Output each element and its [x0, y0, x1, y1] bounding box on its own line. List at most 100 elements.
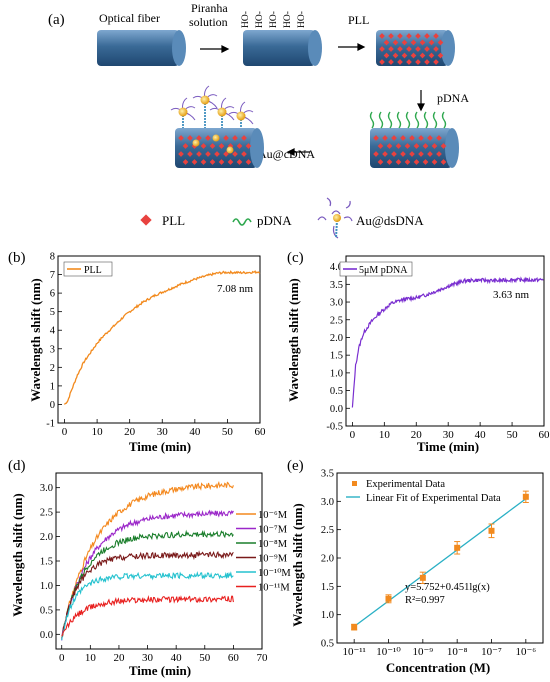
pll-marker	[200, 159, 207, 165]
y-tick-label: 1.5	[321, 582, 334, 593]
gold-dsdna-fiber	[170, 85, 264, 168]
chart-c-plot: 0 10 20 30 40 50 60 -0.5 0.0 0.5 1.0 1.5 2.0 2.5 3.0 3.…	[326, 255, 550, 441]
y-tick-label: 0.5	[321, 639, 334, 650]
dna-strand	[192, 85, 218, 109]
x-tick-label: 30	[142, 652, 154, 664]
pll-marker	[400, 151, 406, 157]
x-tick-label: 10⁻¹¹	[342, 646, 365, 658]
dna-strand	[228, 101, 254, 125]
hydroxyl-label: HO-	[297, 11, 307, 28]
legend-label: 10⁻⁶M	[258, 510, 288, 521]
y-tick-label: 3	[50, 344, 55, 355]
pll-marker	[386, 143, 393, 149]
pll-marker	[377, 159, 384, 165]
piranha-label-line2: solution	[189, 15, 228, 29]
pdna-strands	[369, 111, 447, 129]
pll-marker	[391, 135, 397, 141]
x-tick-label: 40	[189, 426, 201, 438]
series-line-pll	[63, 270, 261, 405]
hydroxyl-label: HO-	[241, 11, 251, 28]
pll-marker	[232, 151, 238, 157]
process-arrow-2	[338, 43, 366, 51]
data-point	[419, 574, 426, 581]
pll-marker	[241, 151, 247, 157]
pll-marker	[236, 143, 243, 149]
x-tick-label: 10⁻⁸	[447, 646, 468, 658]
panel-label-b: (b)	[8, 250, 26, 266]
y-tick-label: 2.5	[40, 508, 53, 519]
pll-marker	[404, 143, 411, 149]
pll-marker	[431, 143, 438, 149]
pll-marker	[241, 135, 247, 141]
y-tick-label: 2	[50, 363, 55, 374]
series-line-pdna	[351, 276, 544, 408]
pll-marker	[413, 159, 420, 165]
legend-swatch	[352, 481, 357, 486]
data-point	[351, 624, 358, 631]
chart-c-annotation: 3.63 nm	[493, 289, 530, 301]
panel-label-d: (d)	[8, 458, 26, 474]
pll-marker	[373, 135, 379, 141]
plot-frame	[345, 255, 545, 427]
green-squiggle-icon	[232, 218, 252, 226]
pll-marker	[418, 135, 424, 141]
pll-marker	[182, 159, 189, 165]
pdna-strand	[441, 111, 447, 129]
y-tick-label: 3.0	[40, 483, 53, 494]
chart-b-ylabel: Wavelength shift (nm)	[28, 278, 43, 402]
pll-marker	[391, 151, 397, 157]
y-tick-label: 8	[50, 252, 55, 263]
x-tick-label: 50	[507, 429, 519, 441]
y-tick-label: 0.0	[330, 404, 343, 415]
schematic-legend: PLL pDNA Au@dsDNA	[140, 197, 424, 239]
pdna-strand	[423, 111, 429, 129]
chart-e-legend: Experimental Data Linear Fit of Experime…	[346, 479, 501, 504]
y-tick-label: 3.0	[330, 298, 343, 309]
pll-marker	[418, 151, 424, 157]
x-tick-label: 60	[228, 652, 240, 664]
y-tick-label: -1	[46, 419, 55, 430]
data-point	[488, 527, 495, 534]
x-tick-label: 10⁻¹⁰	[376, 646, 401, 658]
x-tick-label: 10⁻⁹	[413, 646, 434, 658]
chart-e-legend-experimental: Experimental Data	[366, 479, 445, 490]
x-tick-label: 70	[257, 652, 269, 664]
pll-marker	[440, 159, 447, 165]
x-tick-label: 40	[171, 652, 183, 664]
pll-marker	[377, 143, 384, 149]
y-tick-label: 6	[50, 289, 55, 300]
pll-marker	[431, 159, 438, 165]
hydroxylated-fiber: HO- HO- HO- HO- HO-	[241, 11, 322, 66]
pdna-strand	[405, 111, 411, 129]
legend-label: 10⁻¹¹M	[258, 583, 290, 594]
y-tick-label: 2.0	[321, 554, 334, 565]
legend-pll-label: PLL	[162, 213, 185, 228]
y-tick-label: 0.0	[40, 630, 53, 641]
chart-d: (d) 0 10 20 30 40 50 60 70 0.0 0.5 1.0 1.5 2.0 2.5 3.0…	[8, 458, 291, 678]
pll-marker	[427, 151, 433, 157]
process-arrow-1	[200, 45, 230, 53]
y-tick-label: 2.5	[321, 525, 334, 536]
gold-nanoparticle	[236, 111, 246, 121]
series-line	[61, 570, 234, 641]
optical-fiber-label: Optical fiber	[99, 11, 160, 25]
pll-step-label: PLL	[348, 13, 369, 27]
legend-pdna-label: pDNA	[257, 213, 292, 228]
pdna-strand	[396, 111, 402, 129]
y-tick-label: -0.5	[326, 422, 343, 433]
y-tick-label: 0	[50, 400, 55, 411]
hydroxyl-label: HO-	[283, 11, 293, 28]
y-tick-label: 1.5	[40, 557, 53, 568]
pll-marker	[196, 135, 202, 141]
y-tick-label: 2.5	[330, 315, 343, 326]
pll-marker	[373, 151, 379, 157]
x-tick-label: 10⁻⁷	[481, 646, 502, 658]
pll-marker	[218, 143, 225, 149]
x-tick-label: 60	[539, 429, 550, 441]
data-point	[522, 493, 529, 500]
y-tick-label: 3.5	[321, 469, 334, 480]
pll-marker	[187, 135, 193, 141]
panel-label-c: (c)	[287, 250, 304, 266]
x-tick-label: 10⁻⁶	[516, 646, 537, 658]
series-line	[61, 550, 234, 639]
